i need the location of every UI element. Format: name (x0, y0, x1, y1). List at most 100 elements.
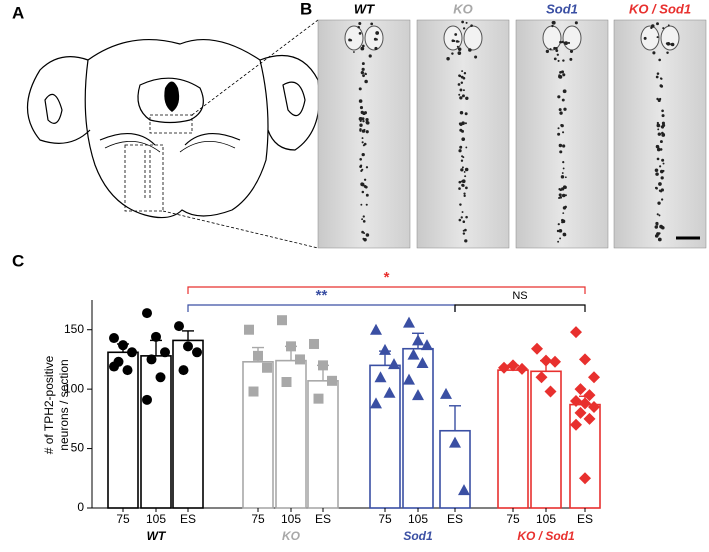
data-point (588, 371, 600, 384)
cell (464, 239, 468, 243)
bar (497, 369, 529, 509)
cell (460, 159, 464, 162)
bar (402, 347, 434, 509)
cell (460, 216, 463, 219)
cell (657, 128, 660, 131)
data-point (498, 361, 510, 374)
cell (364, 79, 368, 84)
data-point (421, 339, 433, 351)
cell (655, 221, 659, 226)
cell (659, 190, 663, 193)
cell (458, 218, 462, 222)
cell (361, 62, 365, 66)
bar (242, 361, 274, 509)
cell (656, 157, 660, 161)
cell (365, 121, 370, 125)
sampling-boxes (124, 19, 319, 249)
cell (474, 55, 478, 59)
data-point (383, 386, 396, 398)
cell (558, 143, 563, 148)
cell (468, 48, 472, 52)
cell (651, 24, 655, 28)
data-point (277, 315, 287, 326)
micrograph-label: WT (354, 1, 375, 16)
cell (564, 176, 567, 179)
cell (368, 54, 372, 58)
cell (464, 112, 468, 116)
cell (561, 193, 566, 198)
x-tick-label: ES (180, 512, 196, 526)
x-tick-label: ES (315, 512, 331, 526)
cell (459, 203, 462, 206)
cell (545, 49, 550, 54)
cell (465, 215, 468, 219)
data-point (178, 365, 189, 376)
cell (370, 22, 374, 26)
cell (562, 206, 567, 210)
x-tick-label: 105 (281, 512, 301, 526)
cell (458, 74, 462, 78)
cell (461, 129, 464, 133)
cell (360, 203, 363, 206)
data-point (142, 394, 152, 405)
cell (562, 212, 565, 215)
cell (562, 167, 565, 170)
y-tick-label: 100 (64, 381, 84, 395)
cell (461, 211, 464, 214)
cell (363, 232, 366, 235)
data-point (313, 393, 324, 404)
data-point (295, 354, 305, 365)
data-point (318, 360, 328, 371)
cell (662, 27, 665, 30)
data-point (122, 365, 133, 376)
micrograph-label: KO / Sod1 (629, 1, 691, 16)
cell (463, 171, 466, 173)
cell (361, 67, 365, 71)
x-tick-label: ES (577, 512, 593, 526)
bar (172, 339, 204, 509)
cell (360, 46, 365, 51)
data-point (574, 406, 587, 419)
data-point (570, 326, 582, 339)
data-point (155, 372, 166, 383)
cell (458, 180, 462, 184)
cell (655, 75, 659, 79)
cell (652, 51, 656, 55)
data-point (440, 387, 452, 399)
data-point (262, 362, 272, 373)
cell (562, 144, 566, 148)
significance-label: ** (316, 287, 328, 304)
cell (362, 74, 365, 78)
data-point (403, 373, 415, 385)
cell (562, 131, 565, 134)
cell (659, 148, 663, 151)
data-point (531, 342, 543, 355)
y-tick-label: 0 (77, 500, 84, 514)
cell (564, 233, 567, 237)
group-label: KO / Sod1 (517, 529, 575, 543)
cell (661, 125, 665, 129)
cell (558, 74, 561, 77)
cell (656, 232, 660, 236)
cell (359, 157, 362, 161)
cell (461, 137, 466, 142)
cell (560, 41, 563, 44)
cell (361, 152, 365, 157)
cell (561, 218, 564, 222)
cell (660, 77, 663, 80)
cell (364, 238, 367, 241)
micrograph-panel: WT KO Sod1 KO / Sod1 (317, 1, 707, 249)
chart: 0 50 100 150 # of TPH2-positive neurons / sec… (42, 269, 601, 543)
data-point (588, 400, 600, 413)
cell (659, 84, 663, 88)
cell (561, 70, 565, 74)
data-point (570, 395, 582, 408)
cell (459, 96, 463, 100)
cell (357, 26, 360, 29)
cell (557, 223, 560, 226)
data-point (192, 347, 202, 358)
cell (459, 111, 464, 115)
cell (463, 194, 466, 198)
data-point (118, 340, 128, 351)
group-label: WT (147, 529, 167, 543)
